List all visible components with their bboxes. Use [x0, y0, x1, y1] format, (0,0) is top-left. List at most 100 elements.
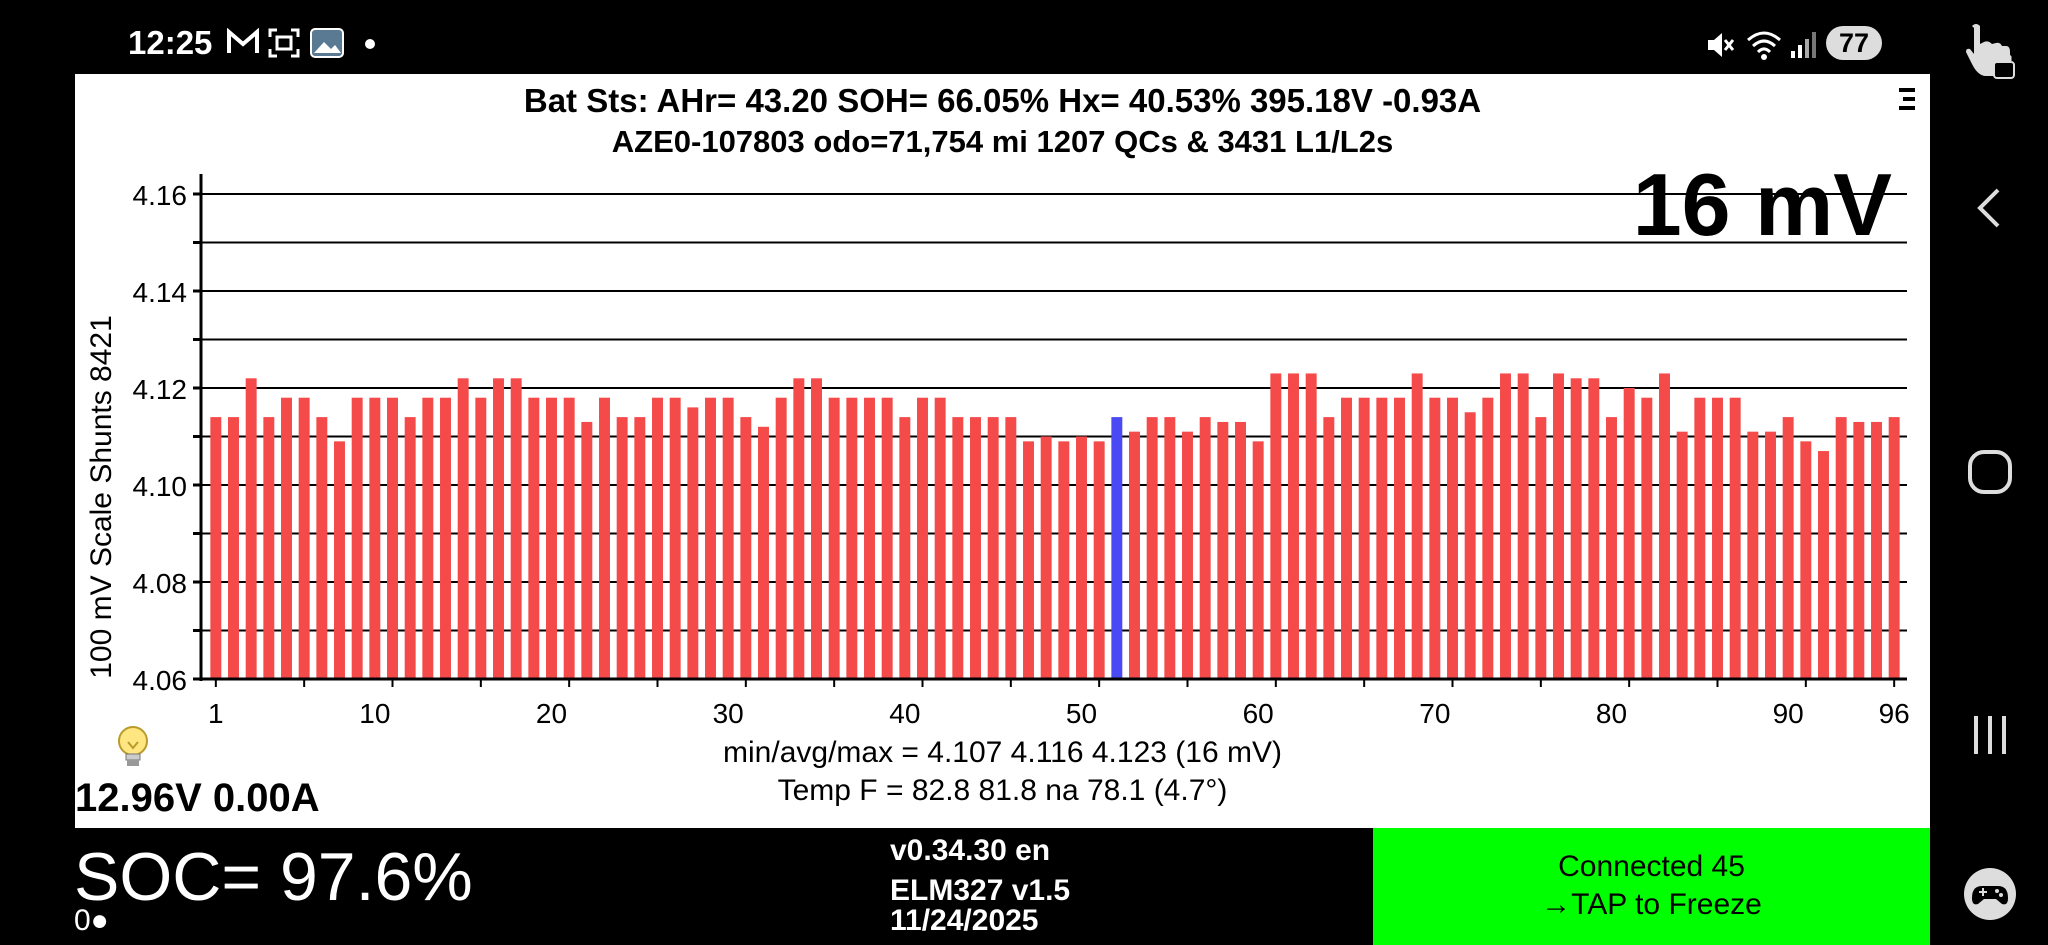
battery-status-line: Bat Sts: AHr= 43.20 SOH= 66.05% Hx= 40.5… [523, 82, 1482, 119]
screenshot-icon [268, 28, 300, 58]
cell-bar [828, 397, 840, 679]
cell-bar [1888, 417, 1900, 679]
cell-bar [616, 417, 628, 679]
cell-bar [581, 421, 593, 679]
back-icon[interactable] [1962, 180, 2018, 236]
cell-bar [546, 397, 557, 679]
connect-freeze-button[interactable]: Connected 45 →TAP to Freeze [1373, 828, 1930, 945]
cell-bar [228, 417, 239, 679]
cell-bar [1411, 373, 1423, 679]
cell-bar [811, 378, 822, 679]
temperature-line: Temp F = 82.8 81.8 na 78.1 (4.7°) [777, 774, 1228, 807]
cell-bar [281, 397, 292, 679]
gmail-icon [227, 28, 259, 53]
highlighted-cell-bar [1111, 417, 1123, 679]
cell-bar [334, 441, 345, 679]
cell-bar [740, 417, 752, 679]
cell-bar [634, 417, 646, 679]
wifi-icon [1747, 31, 1781, 60]
cell-bar [1058, 441, 1070, 679]
cell-bar [899, 417, 911, 679]
cell-bar [1023, 441, 1034, 679]
y-axis-label: 100 mV Scale Shunts 8421 [85, 315, 118, 679]
cell-voltage-chart[interactable]: 4.16 4.14 4.12 4.10 4.08 4.06 1 10 20 30 40 50 60 70… [75, 74, 1930, 774]
cell-bar [1164, 417, 1176, 679]
cell-bar [1447, 397, 1458, 679]
cell-bar [1323, 417, 1335, 679]
gallery-icon [310, 28, 344, 58]
cell-bar [1535, 417, 1547, 679]
vehicle-info-line: AZE0-107803 odo=71,754 mi 1207 QCs & 343… [611, 124, 1394, 159]
cell-bar [1729, 397, 1741, 679]
lightbulb-icon[interactable] [115, 724, 151, 772]
cell-bar [1606, 417, 1617, 679]
voltage-spread: 16 mV [1632, 155, 1892, 254]
cell-bar [1676, 431, 1688, 679]
cell-bar [1570, 378, 1582, 679]
cell-bar [563, 397, 575, 679]
date: 11/24/2025 [890, 904, 1039, 937]
cell-bar [1358, 397, 1370, 679]
cell-bar [475, 397, 487, 679]
cell-bar [1305, 373, 1317, 679]
cell-bar [1712, 397, 1723, 679]
y-tick-label: 4.12 [133, 374, 188, 405]
cell-bar [987, 417, 999, 679]
cell-bar [1217, 421, 1229, 679]
cell-bar [1623, 388, 1635, 679]
cell-bar [1146, 417, 1158, 679]
cell-bar [210, 417, 222, 679]
x-tick-label: 70 [1419, 698, 1450, 729]
cell-bar [510, 378, 522, 679]
cell-bar [1641, 397, 1653, 679]
cell-bar [1288, 373, 1299, 679]
home-icon[interactable] [1962, 444, 2018, 500]
y-tick-label: 4.10 [133, 471, 188, 502]
cell-bar [1747, 431, 1759, 679]
cell-bar [705, 397, 716, 679]
touch-lock-icon[interactable] [1962, 22, 2018, 80]
x-tick-label: 80 [1596, 698, 1627, 729]
cell-bar [952, 417, 964, 679]
cell-bar [970, 417, 981, 679]
y-tick-label: 4.14 [133, 277, 188, 308]
cell-bar [1252, 441, 1264, 679]
signal-icon [1791, 32, 1816, 58]
x-tick-label: 40 [889, 698, 920, 729]
cell-bar [457, 378, 469, 679]
cell-bar [387, 397, 398, 679]
cell-bar [917, 397, 928, 679]
cell-bar [758, 426, 769, 679]
x-tick-label: 10 [359, 698, 390, 729]
cell-bar [881, 397, 893, 679]
state-of-charge: SOC= 97.6% [74, 839, 473, 915]
cell-bar [245, 378, 257, 679]
cell-bar [316, 417, 328, 679]
game-controller-icon[interactable] [1962, 866, 2018, 922]
cell-bar [1482, 397, 1494, 679]
dot-icon [365, 39, 375, 49]
cell-bar [369, 397, 381, 679]
cell-bar [1235, 421, 1246, 679]
cell-bar [263, 417, 275, 679]
cell-bar [722, 397, 734, 679]
cell-bar [1129, 431, 1140, 679]
cell-bar [1199, 417, 1211, 679]
cell-bar [864, 397, 875, 679]
cell-bar [1853, 421, 1865, 679]
cell-bar [846, 397, 858, 679]
cell-bar [1818, 451, 1829, 679]
cell-bar [422, 397, 434, 679]
x-tick-label: 60 [1243, 698, 1274, 729]
soc-indicator: 0● [74, 904, 109, 937]
cell-bar [1429, 397, 1441, 679]
connection-status: Connected 45 [1558, 850, 1745, 883]
recents-icon[interactable] [1962, 706, 2018, 762]
cell-bar [1782, 417, 1794, 679]
cell-bar [775, 397, 787, 679]
cell-bar [1694, 397, 1706, 679]
cell-bar [1076, 436, 1087, 679]
cell-bar [1800, 441, 1812, 679]
y-tick-label: 4.16 [133, 180, 188, 211]
menu-icon[interactable] [1897, 86, 1917, 112]
